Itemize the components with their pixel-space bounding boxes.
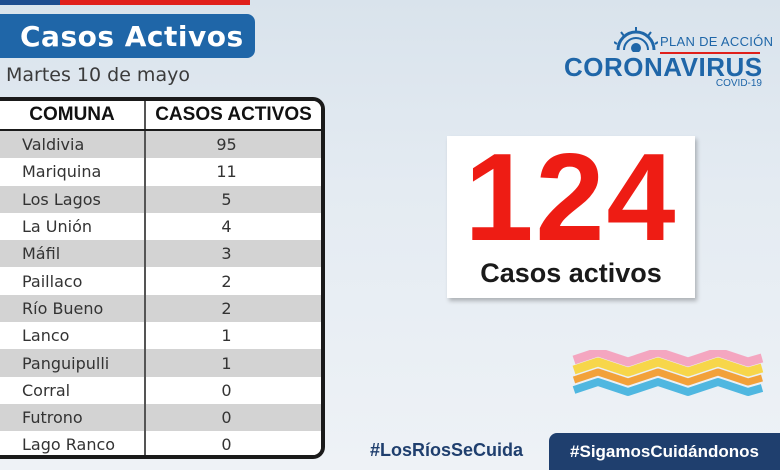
casos-cell: 1 (221, 326, 232, 346)
table-row: Los Lagos 5 (0, 185, 321, 213)
covid-label: COVID-19 (715, 78, 762, 89)
table-row: Río Bueno 2 (0, 294, 321, 323)
casos-cell: 95 (216, 135, 237, 155)
casos-cell: 0 (221, 435, 232, 455)
comuna-cell: Valdivia (0, 131, 146, 159)
rainbow-waves-icon (572, 350, 764, 396)
comuna-cell: Panguipulli (0, 349, 146, 377)
table-row: Panguipulli 1 (0, 349, 321, 377)
casos-cell: 2 (221, 298, 232, 318)
table-row: Futrono 0 (0, 403, 321, 432)
header-casos: CASOS ACTIVOS (155, 104, 312, 125)
table-row: Lago Ranco 0 (0, 431, 321, 455)
comuna-cell: Máfil (0, 240, 146, 268)
total-box: 124 Casos activos (447, 136, 695, 298)
table-row: Lanco 1 (0, 322, 321, 350)
comuna-cell: Los Lagos (0, 185, 146, 213)
comuna-cell: Lago Ranco (0, 431, 146, 455)
coronavirus-wordmark: CORONAVIRUS (564, 52, 763, 82)
header-comuna: COMUNA (0, 101, 146, 129)
comuna-cell: Mariquina (0, 158, 146, 186)
comuna-cell: Paillaco (0, 267, 146, 295)
total-label: Casos activos (480, 258, 662, 288)
casos-cell: 4 (221, 217, 232, 237)
comuna-cell: Río Bueno (0, 294, 146, 323)
casos-cell: 5 (221, 189, 232, 209)
casos-cell: 0 (221, 380, 232, 400)
casos-cell: 2 (221, 271, 232, 291)
hashtag-los-rios: #LosRíosSeCuida (370, 440, 524, 460)
plan-underline (660, 52, 760, 54)
total-number: 124 (464, 129, 678, 267)
table-row: Corral 0 (0, 376, 321, 404)
coronavirus-logo: PLAN DE ACCIÓN CORONAVIRUS COVID-19 (562, 24, 773, 92)
plan-label: PLAN DE ACCIÓN (660, 34, 774, 49)
cases-table: COMUNA CASOS ACTIVOS Valdivia 95 Mariquina… (0, 97, 325, 459)
comuna-cell: Futrono (0, 403, 146, 432)
table-row: Paillaco 2 (0, 267, 321, 295)
casos-cell: 0 (221, 408, 232, 428)
table-row: Valdivia 95 (0, 131, 321, 159)
hashtag-sigamos: #SigamosCuidándonos (570, 441, 759, 461)
hashtag-sigamos-banner: #SigamosCuidándonos (549, 433, 780, 470)
date-label: Martes 10 de mayo (6, 64, 190, 86)
virus-icon (614, 27, 658, 52)
top-stripe (0, 0, 250, 5)
casos-cell: 11 (216, 162, 237, 182)
table-body: Valdivia 95 Mariquina 11 Los Lagos 5 La Unión 4… (0, 131, 321, 455)
table-row: La Unión 4 (0, 212, 321, 241)
table-row: Máfil 3 (0, 240, 321, 268)
title-banner: Casos Activos (0, 14, 255, 58)
comuna-cell: La Unión (0, 212, 146, 241)
comuna-cell: Lanco (0, 322, 146, 350)
page-title: Casos Activos (20, 19, 244, 53)
comuna-cell: Corral (0, 376, 146, 404)
table-row: Mariquina 11 (0, 158, 321, 186)
casos-cell: 3 (221, 244, 232, 264)
table-header: COMUNA CASOS ACTIVOS (0, 101, 321, 131)
casos-cell: 1 (221, 353, 232, 373)
